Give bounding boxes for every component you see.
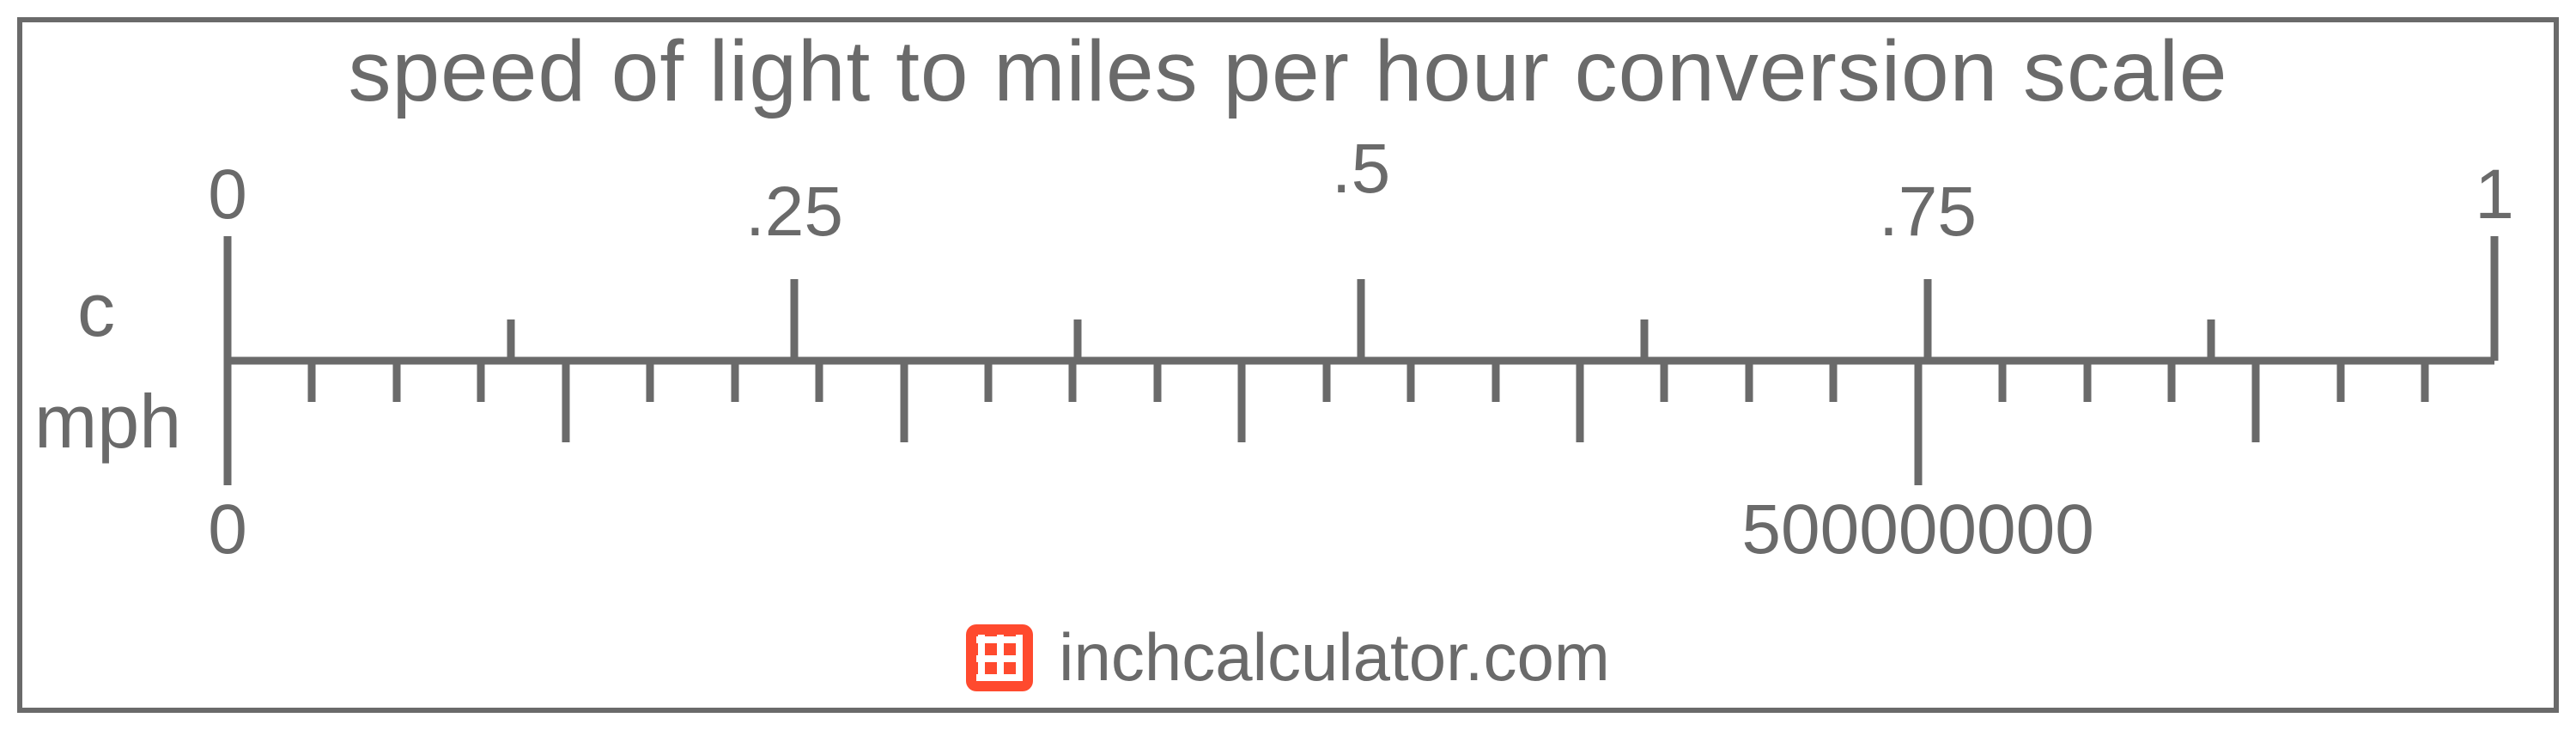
bot-tick [562, 361, 569, 442]
top-tick [507, 319, 515, 361]
top-tick [224, 236, 232, 361]
bot-tick [2252, 361, 2260, 442]
bot-tick-label: 500000000 [1741, 490, 2093, 570]
top-tick-label: .75 [1879, 172, 1977, 252]
unit-label-top: c [77, 266, 115, 354]
bot-tick [1407, 361, 1415, 402]
bot-tick [647, 361, 654, 402]
bot-tick [816, 361, 823, 402]
top-tick [1641, 319, 1649, 361]
top-tick [2491, 236, 2499, 361]
footer-site-text: inchcalculator.com [1059, 618, 1610, 697]
bot-tick [1914, 361, 1922, 485]
bot-tick [1322, 361, 1330, 402]
diagram-title: speed of light to miles per hour convers… [0, 22, 2576, 121]
bot-tick [477, 361, 485, 402]
bot-tick [731, 361, 738, 402]
bot-tick [1577, 361, 1584, 442]
top-tick [1074, 319, 1082, 361]
footer: inchcalculator.com [0, 618, 2576, 697]
bot-tick [308, 361, 316, 402]
bot-tick-label: 0 [208, 490, 247, 570]
top-tick-label: .5 [1332, 129, 1390, 210]
bot-tick [1661, 361, 1668, 402]
top-tick [1924, 279, 1932, 361]
bot-tick [1745, 361, 1753, 402]
top-tick-label: 1 [2475, 155, 2514, 235]
bot-tick [1830, 361, 1838, 402]
top-tick [2208, 319, 2215, 361]
top-tick [791, 279, 799, 361]
bot-tick [2168, 361, 2176, 402]
unit-label-bottom: mph [34, 378, 181, 465]
bot-tick [2083, 361, 2091, 402]
bot-tick [1492, 361, 1499, 402]
top-tick [1358, 279, 1365, 361]
calculator-grid-logo-icon [966, 624, 1033, 691]
bot-tick [392, 361, 400, 402]
bot-tick [1999, 361, 2007, 402]
bot-tick [1153, 361, 1161, 402]
bot-tick [2336, 361, 2344, 402]
bot-tick [2421, 361, 2429, 402]
bot-tick [1069, 361, 1077, 402]
bot-tick [224, 361, 232, 485]
bot-tick [900, 361, 908, 442]
bot-tick [984, 361, 992, 402]
top-tick-label: 0 [208, 155, 247, 235]
bot-tick [1238, 361, 1246, 442]
top-tick-label: .25 [745, 172, 843, 252]
